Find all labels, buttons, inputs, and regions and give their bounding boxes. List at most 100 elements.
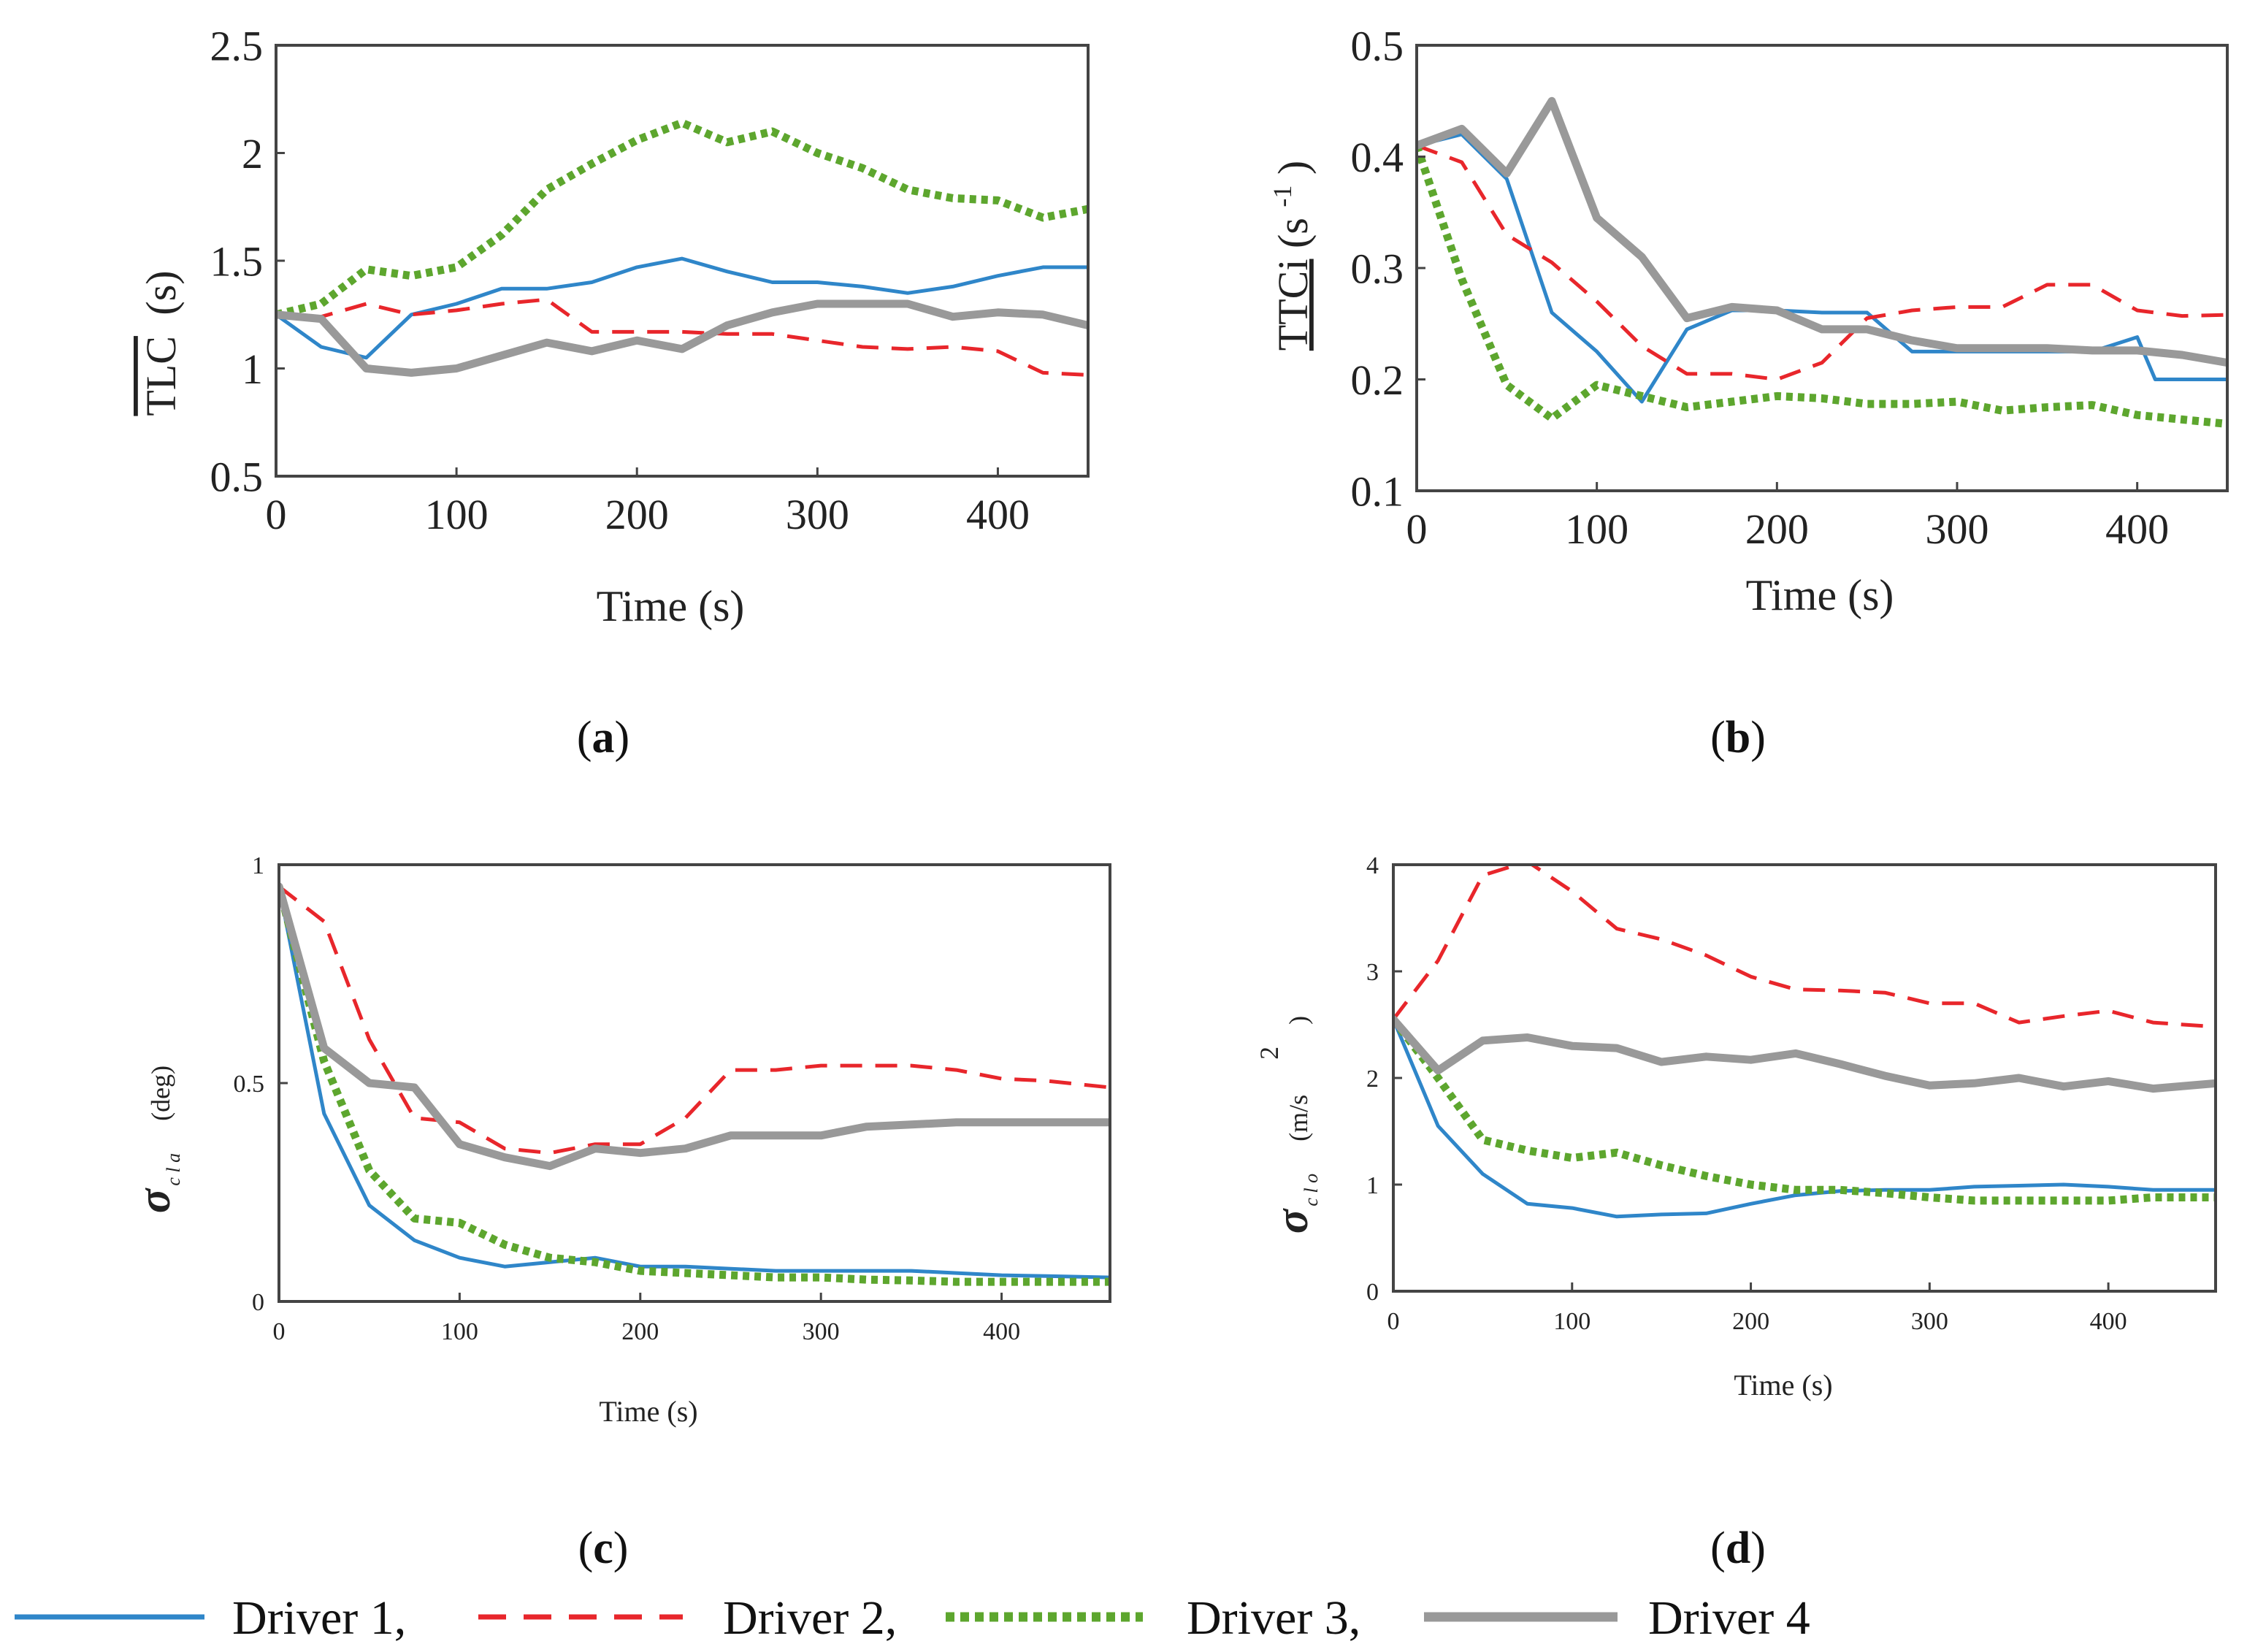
panel-b-ylabel-main: TTCi: [1269, 259, 1317, 351]
panel-a-xtick-label-400: 400: [966, 491, 1030, 538]
panel-a-chart: 0 100 200 300 400 0.5 1 1.5 2 2.5: [210, 22, 1089, 538]
panel-d-series-driver-3: [1393, 1020, 2216, 1201]
panel-b-xtick-label-0: 0: [1406, 505, 1428, 553]
panel-c-series-driver-2: [279, 887, 1110, 1153]
panel-d-series-driver-1: [1393, 1020, 2216, 1217]
panel-d-ytick-label-3: 3: [1366, 959, 1379, 986]
panel-b-xtick-label-200: 200: [1745, 505, 1809, 553]
panel-b-ytick-label-0: 0.1: [1351, 467, 1404, 515]
panel-c-ylabel: σ c l a (deg): [130, 1066, 184, 1213]
panel-d-xtick-label-300: 300: [1911, 1308, 1948, 1335]
panel-a-xtick-label-300: 300: [786, 491, 849, 538]
panel-c-xtick-label-400: 400: [983, 1318, 1020, 1345]
panel-c-series-driver-1: [279, 887, 1110, 1277]
panel-b-xtick-label-100: 100: [1565, 505, 1628, 553]
panel-c-xtick-label-200: 200: [621, 1318, 659, 1345]
panel-d-ylabel-sup: 2: [1255, 1047, 1284, 1060]
svg-text:σ c l a (deg): σ c l a (deg): [130, 1066, 184, 1213]
panel-d-series-driver-2: [1393, 862, 2216, 1027]
panel-b-ytick-label-4: 0.5: [1351, 22, 1404, 69]
panel-c-caption: (c): [578, 1523, 629, 1573]
panel-a-caption: (a): [577, 713, 629, 762]
legend: Driver 1, Driver 2, Driver 3, Driver 4: [15, 1591, 1810, 1645]
panel-c-ytick-label-1: 0.5: [234, 1071, 265, 1098]
legend-label-driver-4: Driver 4: [1648, 1591, 1810, 1645]
svg-text:TTCi (s -1 ): TTCi (s -1 ): [1253, 161, 1317, 351]
panel-c-xtick-label-0: 0: [273, 1318, 286, 1345]
panel-b-letter: b: [1726, 713, 1750, 762]
panel-c-chart: 0 100 200 300 400 0 0.5 1: [234, 852, 1111, 1345]
panel-d-ytick-label-0: 0: [1366, 1279, 1379, 1306]
panel-a-letter: a: [592, 713, 615, 762]
panel-b-xtick-label-400: 400: [2105, 505, 2169, 553]
panel-d-series-driver-4: [1393, 1020, 2216, 1089]
panel-b-ylabel-close: ): [1269, 161, 1317, 175]
legend-label-driver-3: Driver 3,: [1187, 1591, 1360, 1645]
panel-a-series-driver-3: [276, 123, 1088, 315]
panel-c-ytick-label-0: 0: [252, 1289, 264, 1316]
panel-a-xtick-label-100: 100: [425, 491, 489, 538]
panel-b-caption: (b): [1710, 713, 1766, 762]
panel-b-xtick-label-300: 300: [1926, 505, 1989, 553]
panel-d-ytick-label-1: 1: [1366, 1172, 1379, 1199]
panel-c-ylabel-unit: (deg): [146, 1066, 175, 1121]
panel-c-ytick-label-2: 1: [252, 852, 264, 879]
panel-a-ytick-label-3: 2: [242, 130, 263, 177]
panel-b-series-driver-4: [1417, 101, 2227, 362]
panel-b-ylabel: TTCi (s -1 ): [1253, 161, 1317, 351]
panel-a-ylabel-unit: (s): [137, 270, 185, 315]
panel-b-ylabel-unit: (s: [1269, 218, 1317, 248]
panel-d-axes-frame: [1393, 865, 2216, 1291]
panel-b-series-driver-2: [1417, 145, 2227, 379]
panel-d-xtick-label-100: 100: [1553, 1308, 1590, 1335]
panel-a-ylabel-main: TLC: [137, 336, 185, 416]
panel-a-series-driver-4: [276, 304, 1088, 372]
panel-d-ytick-label-4: 4: [1366, 852, 1379, 879]
panel-c-xlabel: Time (s): [599, 1395, 697, 1428]
panel-d-caption: (d): [1710, 1523, 1766, 1573]
legend-label-driver-2: Driver 2,: [723, 1591, 897, 1645]
panel-d-series-group: [1393, 862, 2216, 1217]
svg-text:σ c l o (m/s: σ c l o (m/s 2 ): [1255, 1016, 1322, 1234]
panel-d-ylabel-sigma: σ: [1268, 1208, 1317, 1234]
panel-a-xtick-label-200: 200: [605, 491, 669, 538]
panel-b-ytick-label-3: 0.4: [1351, 134, 1404, 181]
panel-d-xtick-label-200: 200: [1732, 1308, 1769, 1335]
panel-b-ytick-label-1: 0.2: [1351, 356, 1404, 404]
panel-a-ytick-label-0: 0.5: [210, 453, 264, 500]
panel-a-ytick-label-1: 1: [242, 345, 263, 393]
panel-d-ylabel: σ c l o (m/s 2 ): [1255, 1016, 1322, 1234]
panel-c-ylabel-sub: c l a: [163, 1153, 184, 1186]
panel-b-series-driver-3: [1417, 145, 2227, 424]
panel-b-ylabel-sup: -1: [1268, 186, 1297, 207]
panel-d-ylabel-unit: (m/s: [1284, 1095, 1313, 1142]
panel-c-series-group: [279, 887, 1110, 1282]
panel-b-ytick-label-2: 0.3: [1351, 245, 1404, 292]
panel-a-xtick-label-0: 0: [266, 491, 287, 538]
panel-d-xlabel: Time (s): [1734, 1369, 1832, 1401]
panel-d-xtick-label-400: 400: [2090, 1308, 2127, 1335]
panel-a-xlabel: Time (s): [597, 582, 745, 630]
panel-d-ylabel-sub: c l o: [1301, 1174, 1322, 1207]
panel-a-ylabel: TLC (s): [137, 270, 185, 416]
panel-d-xtick-label-0: 0: [1387, 1308, 1400, 1335]
panel-c-xtick-label-300: 300: [803, 1318, 840, 1345]
panel-c-ylabel-sigma: σ: [130, 1188, 180, 1213]
panel-a-axes-frame: [276, 45, 1088, 476]
panel-b-xlabel: Time (s): [1746, 571, 1894, 619]
figure-canvas: 0 100 200 300 4000.511.522.5 TLC (s) Time (s…: [0, 0, 2247, 1652]
panel-b-chart: 0 100 200 300 400 0.1 0.2 0.3 0.4 0.5: [1351, 22, 2228, 553]
panel-c-letter: c: [593, 1523, 613, 1573]
panel-c-series-driver-4: [279, 887, 1110, 1166]
panel-c-xtick-label-100: 100: [441, 1318, 478, 1345]
svg-text:TLC (s): TLC (s): [137, 270, 185, 416]
panel-d-letter: d: [1726, 1523, 1750, 1573]
panel-a-ytick-label-4: 2.5: [210, 22, 264, 69]
panel-a-series-driver-2: [276, 299, 1088, 375]
panel-d-chart: 0 100 200 300 400 0 1 2 3 4: [1366, 852, 2216, 1335]
panel-b-series-group: [1417, 101, 2227, 424]
panel-a-series-group: [276, 123, 1088, 375]
panel-a-ytick-label-2: 1.5: [210, 237, 264, 285]
panel-d-ylabel-close: ): [1284, 1016, 1313, 1025]
panel-d-ytick-label-2: 2: [1366, 1066, 1379, 1093]
